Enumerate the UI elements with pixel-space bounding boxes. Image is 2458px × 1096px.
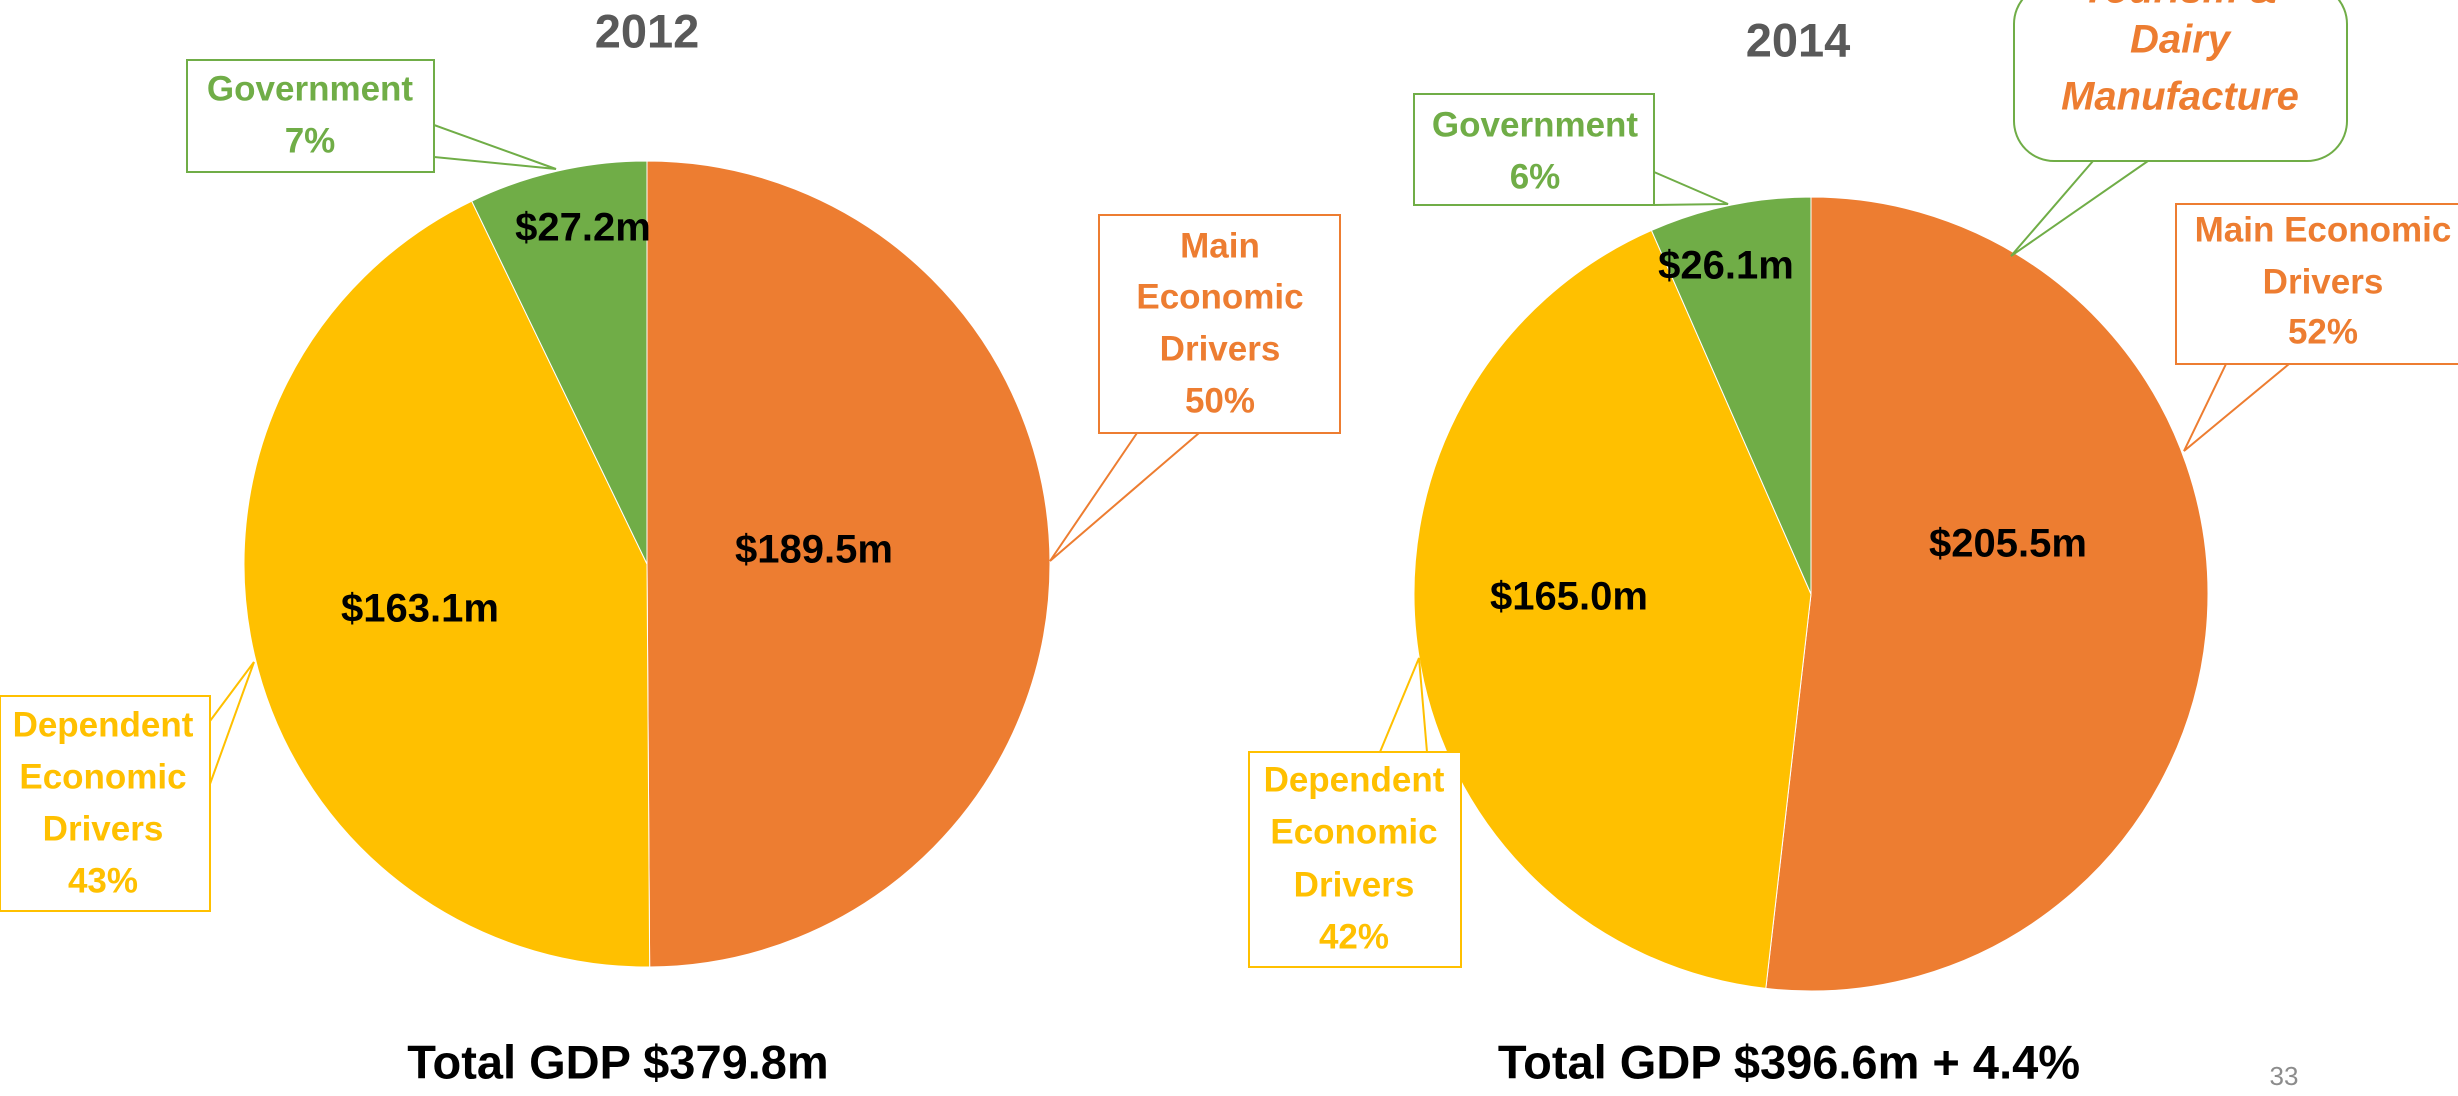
pie-slice (646, 160, 1051, 968)
callout-pointer (209, 661, 255, 785)
category-label: Drivers (43, 809, 164, 848)
value-label: $189.5m (735, 528, 893, 572)
callout-box (2013, 0, 2348, 162)
category-label: Main (1180, 226, 1260, 265)
category-label: Main Economic (2195, 210, 2452, 249)
percent-label: 6% (1510, 157, 1561, 196)
pie-slice (471, 160, 648, 565)
pie-slice (1413, 229, 1812, 989)
category-label: Drivers (1294, 865, 1415, 904)
callout-text: Manufacture (2061, 75, 2299, 119)
value-label: $163.1m (341, 587, 499, 631)
callout-box (0, 695, 211, 912)
value-label: $205.5m (1929, 522, 2087, 566)
callout-pointer (1049, 432, 1202, 562)
chart-title: 2012 (595, 4, 700, 57)
category-label: Dependent (13, 705, 194, 744)
category-label: Dependent (1264, 760, 1445, 799)
pie-slice (1765, 196, 2209, 992)
page-number: 33 (2270, 1061, 2299, 1091)
category-label: Government (207, 69, 413, 108)
pie-slice (1650, 196, 1812, 595)
total-annotation: Total GDP $396.6m + 4.4% (1498, 1035, 2080, 1088)
category-label: Economic (1270, 812, 1437, 851)
category-label: Drivers (2263, 262, 2384, 301)
callout-box (1248, 751, 1462, 968)
category-label: Government (1432, 105, 1638, 144)
callout-box (1098, 214, 1341, 434)
category-label: Economic (1136, 277, 1303, 316)
percent-label: 42% (1319, 917, 1389, 956)
value-label: $165.0m (1490, 575, 1648, 619)
category-label: Drivers (1160, 329, 1281, 368)
value-label: $27.2m (515, 206, 651, 250)
chart-title: 2014 (1746, 13, 1851, 66)
percent-label: 7% (285, 121, 336, 160)
callout-text: Tourism & (2082, 0, 2278, 12)
total-annotation: Total GDP $379.8m (407, 1035, 828, 1088)
category-label: Economic (19, 757, 186, 796)
callout-pointer (1653, 170, 1729, 207)
callout-pointer (2010, 160, 2152, 257)
callout-pointer (2183, 363, 2292, 452)
value-label: $26.1m (1658, 244, 1794, 288)
percent-label: 43% (68, 861, 138, 900)
callout-pointer (433, 123, 557, 170)
callout-pointer (1378, 657, 1429, 753)
callout-text: Dairy (2130, 18, 2232, 62)
callout-box (1413, 93, 1655, 206)
callout-box (2175, 203, 2458, 365)
callout-box (186, 59, 435, 173)
percent-label: 52% (2288, 312, 2358, 351)
percent-label: 50% (1185, 381, 1255, 420)
pie-slice (243, 200, 651, 968)
